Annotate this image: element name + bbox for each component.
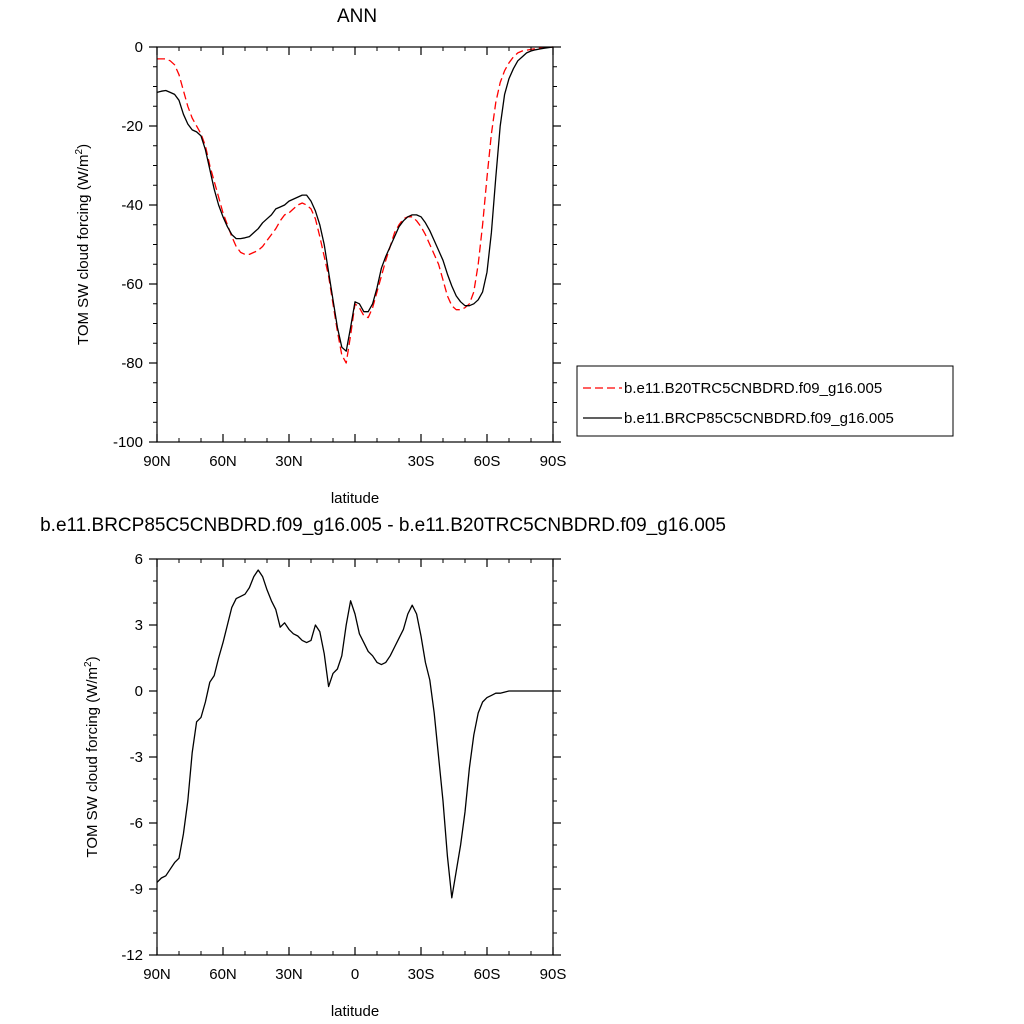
series-line-1 <box>157 46 554 364</box>
y-tick-label: 3 <box>135 617 143 634</box>
top-plot-frame <box>156 46 554 443</box>
bottom-panel: b.e11.BRCP85C5CNBDRD.f09_g16.005 - b.e11… <box>40 515 726 1020</box>
top-plot-title: ANN <box>337 6 377 27</box>
x-tick-label: 90S <box>540 453 567 470</box>
y-tick-label: -12 <box>121 947 143 964</box>
y-tick-label: -100 <box>113 434 143 451</box>
x-tick-label: 60N <box>209 453 237 470</box>
x-tick-label: 90N <box>143 966 171 983</box>
x-tick-label: 90N <box>143 453 171 470</box>
y-tick-label: 6 <box>135 551 143 568</box>
top-legend: b.e11.B20TRC5CNBDRD.f09_g16.005 b.e11.BR… <box>576 365 954 437</box>
x-tick-label: 30N <box>275 453 303 470</box>
y-tick-label: -60 <box>121 276 143 293</box>
x-tick-label: 60N <box>209 966 237 983</box>
legend-label-series-1: b.e11.B20TRC5CNBDRD.f09_g16.005 <box>624 380 882 397</box>
legend-box <box>576 365 954 437</box>
x-tick-label: 30S <box>408 966 435 983</box>
y-tick-label: -20 <box>121 118 143 135</box>
bottom-plot-frame <box>156 558 554 956</box>
y-tick-label: -3 <box>130 749 143 766</box>
x-tick-label: 0 <box>351 966 359 983</box>
top-y-axis-label: TOM SW cloud forcing (W/m2) <box>74 144 92 345</box>
top-panel: ANN 90N 60N 30N 30S 60S 90S0-20-40-60-80-100 … <box>74 6 954 507</box>
x-tick-label: 90S <box>540 966 567 983</box>
bottom-x-axis-label: latitude <box>331 1003 379 1020</box>
y-tick-label: -40 <box>121 197 143 214</box>
y-tick-label: -80 <box>121 355 143 372</box>
y-tick-label: 0 <box>135 683 143 700</box>
x-tick-label: 60S <box>474 453 501 470</box>
x-tick-label: 30N <box>275 966 303 983</box>
legend-label-series-2: b.e11.BRCP85C5CNBDRD.f09_g16.005 <box>624 410 894 427</box>
y-tick-label: -9 <box>130 881 143 898</box>
top-x-axis-label: latitude <box>331 490 379 507</box>
bottom-y-axis-label: TOM SW cloud forcing (W/m2) <box>83 656 101 857</box>
y-tick-label: -6 <box>130 815 143 832</box>
series-line-1 <box>156 569 553 899</box>
series-line-2 <box>156 46 554 352</box>
bottom-plot-title: b.e11.BRCP85C5CNBDRD.f09_g16.005 - b.e11… <box>40 515 726 536</box>
x-tick-label: 60S <box>474 966 501 983</box>
y-tick-label: 0 <box>135 39 143 56</box>
x-tick-label: 30S <box>408 453 435 470</box>
